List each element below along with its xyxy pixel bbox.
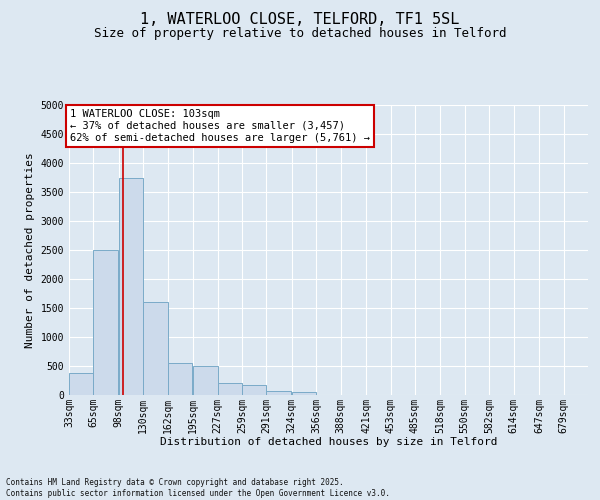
- Text: 1, WATERLOO CLOSE, TELFORD, TF1 5SL: 1, WATERLOO CLOSE, TELFORD, TF1 5SL: [140, 12, 460, 28]
- Bar: [242, 385, 266, 395]
- Text: Size of property relative to detached houses in Telford: Size of property relative to detached ho…: [94, 28, 506, 40]
- Text: 1 WATERLOO CLOSE: 103sqm
← 37% of detached houses are smaller (3,457)
62% of sem: 1 WATERLOO CLOSE: 103sqm ← 37% of detach…: [70, 110, 370, 142]
- Bar: [193, 366, 218, 395]
- Bar: [168, 363, 192, 395]
- Bar: [94, 250, 118, 395]
- Bar: [69, 373, 94, 395]
- Bar: [266, 390, 291, 395]
- X-axis label: Distribution of detached houses by size in Telford: Distribution of detached houses by size …: [160, 437, 497, 447]
- Bar: [218, 384, 242, 395]
- Y-axis label: Number of detached properties: Number of detached properties: [25, 152, 35, 348]
- Bar: [292, 392, 316, 395]
- Text: Contains HM Land Registry data © Crown copyright and database right 2025.
Contai: Contains HM Land Registry data © Crown c…: [6, 478, 390, 498]
- Bar: [143, 302, 168, 395]
- Bar: [119, 178, 143, 395]
